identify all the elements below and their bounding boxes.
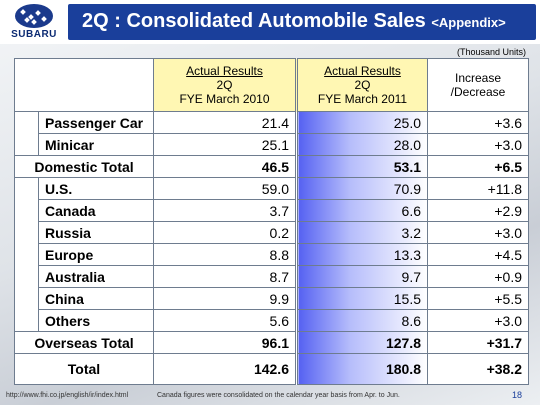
row-label: Others bbox=[38, 309, 154, 332]
value-change: +3.0 bbox=[427, 133, 529, 156]
value-change: +2.9 bbox=[427, 199, 529, 222]
row-label: Domestic Total bbox=[14, 155, 154, 178]
header-blank-cell bbox=[14, 58, 154, 112]
header-fy2010-line1: Actual Results bbox=[186, 64, 263, 78]
header-fy2010-line3: FYE March 2010 bbox=[179, 92, 270, 106]
header-fy2011-line1: Actual Results bbox=[324, 64, 401, 78]
header-fy2010: Actual Results 2Q FYE March 2010 bbox=[153, 58, 298, 112]
sales-table: Actual Results 2Q FYE March 2010 Actual … bbox=[14, 58, 529, 385]
value-fy2010: 3.7 bbox=[153, 199, 298, 222]
row-label: Overseas Total bbox=[14, 331, 154, 354]
table-row-china: China 9.9 15.5 +5.5 bbox=[15, 287, 529, 310]
value-fy2011: 70.9 bbox=[296, 177, 428, 200]
header-fy2011-line2: 2Q bbox=[354, 78, 371, 92]
slide-header: SUBARU 2Q : Consolidated Automobile Sale… bbox=[0, 0, 540, 44]
row-label: Russia bbox=[38, 221, 154, 244]
value-fy2011: 13.3 bbox=[296, 243, 428, 266]
value-fy2010: 0.2 bbox=[153, 221, 298, 244]
header-change-line1: Increase bbox=[454, 71, 502, 85]
title-bar: 2Q : Consolidated Automobile Sales <Appe… bbox=[68, 4, 536, 40]
header-fy2011-line3: FYE March 2011 bbox=[317, 92, 408, 106]
page-number: 18 bbox=[511, 390, 522, 400]
value-fy2010: 142.6 bbox=[153, 353, 298, 385]
table-row-europe: Europe 8.8 13.3 +4.5 bbox=[15, 243, 529, 266]
value-fy2011: 3.2 bbox=[296, 221, 428, 244]
value-change: +11.8 bbox=[427, 177, 529, 200]
value-fy2011: 180.8 bbox=[296, 353, 428, 385]
value-fy2011: 25.0 bbox=[296, 111, 428, 134]
header-fy2011: Actual Results 2Q FYE March 2011 bbox=[296, 58, 428, 112]
title-main: 2Q : Consolidated Automobile Sales bbox=[82, 10, 432, 32]
table-row-overseas-total: Overseas Total 96.1 127.8 +31.7 bbox=[14, 331, 529, 354]
value-change: +6.5 bbox=[427, 155, 529, 178]
value-fy2011: 15.5 bbox=[296, 287, 428, 310]
overseas-indent-cell bbox=[14, 177, 39, 332]
value-fy2010: 8.8 bbox=[153, 243, 298, 266]
value-change: +3.0 bbox=[427, 309, 529, 332]
row-label: U.S. bbox=[38, 177, 154, 200]
value-fy2011: 53.1 bbox=[296, 155, 428, 178]
row-label: Minicar bbox=[38, 133, 154, 156]
value-change: +0.9 bbox=[427, 265, 529, 288]
row-label: Europe bbox=[38, 243, 154, 266]
value-fy2010: 5.6 bbox=[153, 309, 298, 332]
value-change: +3.0 bbox=[427, 221, 529, 244]
row-label: Total bbox=[14, 353, 154, 385]
row-label: Canada bbox=[38, 199, 154, 222]
value-fy2010: 46.5 bbox=[153, 155, 298, 178]
header-change: Increase /Decrease bbox=[427, 58, 529, 112]
value-fy2010: 25.1 bbox=[153, 133, 298, 156]
table-row-domestic-total: Domestic Total 46.5 53.1 +6.5 bbox=[14, 155, 529, 178]
row-label: Australia bbox=[38, 265, 154, 288]
subaru-logo: SUBARU bbox=[4, 4, 64, 42]
value-fy2011: 8.6 bbox=[296, 309, 428, 332]
value-change: +31.7 bbox=[427, 331, 529, 354]
table-row-canada: Canada 3.7 6.6 +2.9 bbox=[15, 199, 529, 222]
value-fy2010: 8.7 bbox=[153, 265, 298, 288]
header-fy2010-line2: 2Q bbox=[216, 78, 233, 92]
value-fy2011: 9.7 bbox=[296, 265, 428, 288]
value-change: +4.5 bbox=[427, 243, 529, 266]
value-change: +3.6 bbox=[427, 111, 529, 134]
title-suffix: <Appendix> bbox=[431, 15, 506, 30]
unit-note: (Thousand Units) bbox=[456, 47, 526, 57]
domestic-indent-cell bbox=[14, 111, 39, 156]
value-fy2010: 21.4 bbox=[153, 111, 298, 134]
table-row-minicar: Minicar 25.1 28.0 +3.0 bbox=[15, 133, 529, 156]
table-row-others: Others 5.6 8.6 +3.0 bbox=[15, 309, 529, 332]
value-fy2010: 9.9 bbox=[153, 287, 298, 310]
table-row-grand-total: Total 142.6 180.8 +38.2 bbox=[14, 353, 529, 385]
row-label: China bbox=[38, 287, 154, 310]
row-label: Passenger Car bbox=[38, 111, 154, 134]
value-fy2010: 59.0 bbox=[153, 177, 298, 200]
table-row-australia: Australia 8.7 9.7 +0.9 bbox=[15, 265, 529, 288]
header-row: Actual Results 2Q FYE March 2010 Actual … bbox=[14, 58, 529, 112]
value-fy2010: 96.1 bbox=[153, 331, 298, 354]
logo-text: SUBARU bbox=[11, 29, 57, 40]
pleiades-star-icon bbox=[15, 4, 53, 28]
value-change: +5.5 bbox=[427, 287, 529, 310]
value-fy2011: 127.8 bbox=[296, 331, 428, 354]
table-row-passenger-car: Passenger Car 21.4 25.0 +3.6 bbox=[14, 111, 529, 156]
page-title: 2Q : Consolidated Automobile Sales <Appe… bbox=[82, 10, 506, 33]
value-change: +38.2 bbox=[427, 353, 529, 385]
table-row-us: U.S. 59.0 70.9 +11.8 bbox=[14, 177, 529, 332]
value-fy2011: 6.6 bbox=[296, 199, 428, 222]
table-row-russia: Russia 0.2 3.2 +3.0 bbox=[15, 221, 529, 244]
value-fy2011: 28.0 bbox=[296, 133, 428, 156]
footer-note: Canada figures were consolidated on the … bbox=[157, 392, 400, 399]
footer-url-link[interactable]: http://www.fhi.co.jp/english/ir/index.ht… bbox=[6, 392, 129, 399]
header-change-line2: /Decrease bbox=[450, 85, 506, 99]
